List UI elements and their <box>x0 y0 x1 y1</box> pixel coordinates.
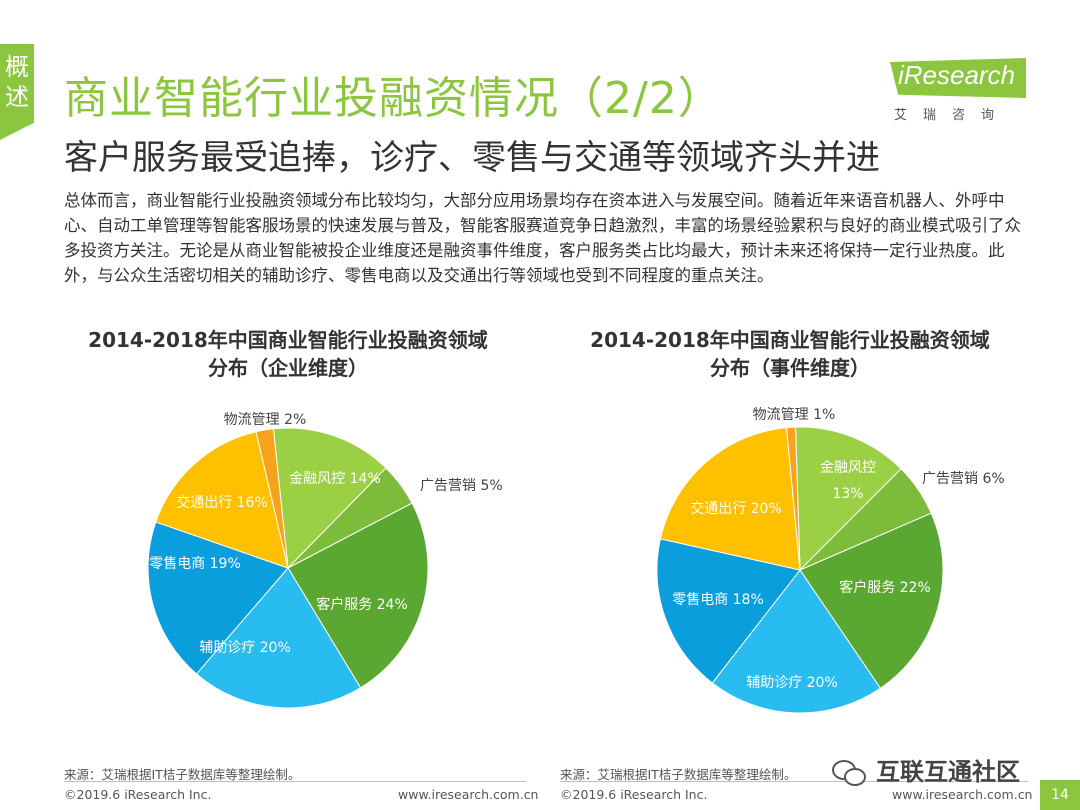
pie-label-0-4: 零售电商 19% <box>149 556 241 572</box>
footer-rule-right <box>560 781 1028 782</box>
body-paragraph: 总体而言，商业智能行业投融资领域分布比较均匀，大部分应用场景均存在资本进入与发展… <box>64 191 1021 285</box>
pie-slice-1-2 <box>799 512 944 689</box>
iresearch-logo: iResearch 艾瑞咨询 <box>890 58 1030 128</box>
pie-label-1-4: 零售电商 18% <box>672 592 764 608</box>
pie-slice-0-4 <box>147 521 289 675</box>
pie-label-0-3: 辅助诊疗 20% <box>199 640 291 656</box>
pie-label-0-0: 金融风控 14% <box>289 471 381 487</box>
chart-title-event-line1: 2014-2018年中国商业智能行业投融资领域 <box>590 328 990 352</box>
pie-label-1-3: 辅助诊疗 20% <box>746 675 838 691</box>
wechat-label: 互联互通社区 <box>876 758 1020 786</box>
footer-copyright-right: ©2019.6 iResearch Inc. <box>560 787 708 802</box>
pie-label-1-6: 物流管理 1% <box>753 407 836 423</box>
chart-title-event: 2014-2018年中国商业智能行业投融资领域 分布（事件维度） <box>560 326 1020 382</box>
logo-text: iResearch <box>898 60 1016 90</box>
pie-label-1-0-line1: 金融风控 <box>820 460 876 476</box>
source-note-right: 来源：艾瑞根据IT桔子数据库等整理绘制。 <box>560 767 797 782</box>
pie-slice-0-2 <box>287 502 429 689</box>
pie-label-0-2: 客户服务 24% <box>316 596 408 613</box>
page-title: 商业智能行业投融资情况（2/2） <box>64 73 723 124</box>
chart-title-enterprise-line2: 分布（企业维度） <box>208 356 368 380</box>
source-note-left: 来源：艾瑞根据IT桔子数据库等整理绘制。 <box>64 767 301 782</box>
page-number: 14 <box>1040 780 1080 810</box>
pie-slice-1-4 <box>656 538 801 684</box>
pie-label-0-1: 广告营销 5% <box>420 478 503 494</box>
footer-copyright-left: ©2019.6 iResearch Inc. <box>64 787 212 802</box>
chart-title-enterprise-line1: 2014-2018年中国商业智能行业投融资领域 <box>88 328 488 352</box>
footer-rule-left <box>64 781 526 782</box>
wechat-watermark: 互联互通社区 <box>832 752 1020 787</box>
section-tab: 概述 <box>0 44 34 140</box>
page-subtitle: 客户服务最受追捧，诊疗、零售与交通等领域齐头并进 <box>64 138 880 178</box>
section-tab-label: 概述 <box>5 53 29 111</box>
pie-slice-1-6 <box>785 426 801 571</box>
logo-mark: iResearch <box>890 58 1026 98</box>
pie-slice-0-5 <box>155 431 289 569</box>
chart-title-enterprise: 2014-2018年中国商业智能行业投融资领域 分布（企业维度） <box>58 326 518 382</box>
footer-url-left: www.iresearch.com.cn <box>398 787 539 802</box>
pie-label-0-5: 交通出行 16% <box>176 494 268 511</box>
logo-cn: 艾瑞咨询 <box>894 108 1011 123</box>
pie-slice-0-0 <box>272 427 387 570</box>
pie-label-1-0-line2: 13% <box>832 486 863 502</box>
pie-label-0-6: 物流管理 2% <box>224 412 307 428</box>
pie-slice-1-5 <box>659 427 801 571</box>
pie-label-1-5: 交通出行 20% <box>690 500 782 517</box>
pie-slice-1-3 <box>711 569 882 714</box>
pie-label-1-2: 客户服务 22% <box>839 579 931 596</box>
chart-title-event-line2: 分布（事件维度） <box>710 356 870 380</box>
footer-url-right: www.iresearch.com.cn <box>892 787 1033 802</box>
wechat-icon <box>832 760 866 786</box>
pie-slice-0-3 <box>195 567 362 709</box>
pie-slice-0-6 <box>255 428 289 569</box>
pie-slice-1-0 <box>794 426 902 572</box>
pie-label-1-1: 广告营销 6% <box>922 471 1005 487</box>
